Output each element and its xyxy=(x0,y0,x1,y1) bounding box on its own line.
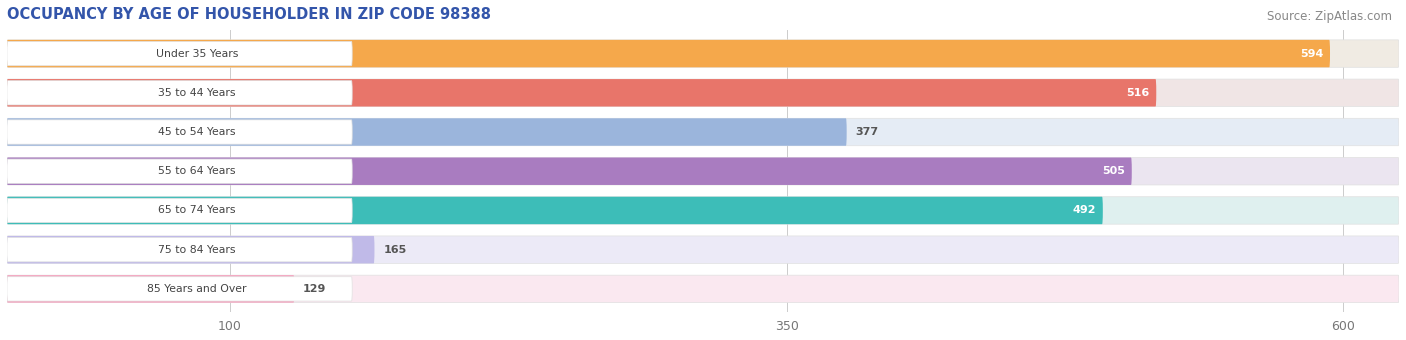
FancyBboxPatch shape xyxy=(7,118,846,146)
FancyBboxPatch shape xyxy=(7,198,351,223)
Text: 165: 165 xyxy=(384,245,406,255)
FancyBboxPatch shape xyxy=(7,197,1102,224)
Text: 75 to 84 Years: 75 to 84 Years xyxy=(157,245,236,255)
Text: 65 to 74 Years: 65 to 74 Years xyxy=(157,205,236,216)
Text: 377: 377 xyxy=(856,127,879,137)
FancyBboxPatch shape xyxy=(7,157,1399,185)
Text: 129: 129 xyxy=(304,284,326,294)
FancyBboxPatch shape xyxy=(7,79,1156,106)
Text: Source: ZipAtlas.com: Source: ZipAtlas.com xyxy=(1267,10,1392,23)
Text: 55 to 64 Years: 55 to 64 Years xyxy=(157,166,236,176)
FancyBboxPatch shape xyxy=(7,275,294,303)
FancyBboxPatch shape xyxy=(7,118,1399,146)
FancyBboxPatch shape xyxy=(7,40,1399,67)
Text: 35 to 44 Years: 35 to 44 Years xyxy=(157,88,236,98)
Text: 594: 594 xyxy=(1301,49,1323,58)
Text: 516: 516 xyxy=(1126,88,1150,98)
FancyBboxPatch shape xyxy=(7,81,351,105)
FancyBboxPatch shape xyxy=(7,79,1399,106)
Text: 45 to 54 Years: 45 to 54 Years xyxy=(157,127,236,137)
Text: 505: 505 xyxy=(1102,166,1125,176)
FancyBboxPatch shape xyxy=(7,277,351,301)
Text: 492: 492 xyxy=(1073,205,1097,216)
FancyBboxPatch shape xyxy=(7,238,351,262)
FancyBboxPatch shape xyxy=(7,197,1399,224)
Text: OCCUPANCY BY AGE OF HOUSEHOLDER IN ZIP CODE 98388: OCCUPANCY BY AGE OF HOUSEHOLDER IN ZIP C… xyxy=(7,7,491,22)
FancyBboxPatch shape xyxy=(7,236,374,264)
FancyBboxPatch shape xyxy=(7,157,1132,185)
FancyBboxPatch shape xyxy=(7,40,1330,67)
FancyBboxPatch shape xyxy=(7,236,1399,264)
Text: Under 35 Years: Under 35 Years xyxy=(156,49,238,58)
Text: 85 Years and Over: 85 Years and Over xyxy=(148,284,246,294)
FancyBboxPatch shape xyxy=(7,159,351,183)
FancyBboxPatch shape xyxy=(7,120,351,144)
FancyBboxPatch shape xyxy=(7,275,1399,303)
FancyBboxPatch shape xyxy=(7,41,351,66)
